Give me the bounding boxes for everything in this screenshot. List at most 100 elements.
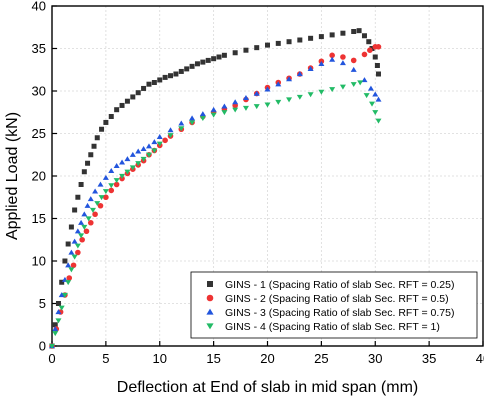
data-point (189, 63, 195, 69)
data-point (129, 165, 136, 171)
data-point (254, 45, 260, 51)
y-tick-label: 30 (32, 84, 46, 99)
data-point (350, 66, 357, 72)
data-point (99, 126, 105, 132)
data-point (367, 85, 374, 91)
data-point (83, 228, 90, 235)
x-tick-label: 20 (260, 351, 274, 366)
data-point (242, 94, 249, 100)
x-axis-title: Deflection at End of slab in mid span (m… (117, 379, 418, 396)
data-point (55, 309, 62, 315)
data-point (65, 280, 72, 286)
data-point (167, 127, 174, 133)
data-point (70, 262, 77, 269)
data-point (113, 162, 120, 168)
data-point (65, 262, 72, 268)
data-point (103, 194, 109, 201)
data-point (124, 169, 131, 175)
data-point (221, 110, 228, 116)
x-tick-label: 40 (476, 351, 484, 366)
data-point (329, 32, 335, 38)
data-point (339, 84, 346, 90)
data-point (151, 148, 158, 154)
data-point (88, 152, 94, 158)
data-point (156, 141, 163, 147)
data-point (318, 34, 324, 40)
data-point (372, 110, 379, 116)
data-point (108, 168, 115, 174)
data-point (97, 202, 104, 209)
data-point (68, 267, 75, 273)
data-point (232, 99, 239, 105)
data-point (168, 73, 174, 79)
data-point (286, 76, 293, 82)
data-point (92, 211, 98, 218)
data-point (243, 47, 249, 53)
legend-item-3: GINS - 3 (Spacing Ratio of slab Sec. RFT… (206, 307, 454, 319)
data-point (286, 97, 293, 103)
data-point (87, 219, 94, 226)
data-point (119, 159, 126, 165)
data-point (369, 101, 376, 107)
x-tick-label: 25 (314, 351, 328, 366)
data-point (296, 71, 303, 77)
data-point (78, 182, 84, 187)
data-point (372, 91, 379, 97)
data-point (78, 219, 85, 225)
data-point (92, 188, 99, 194)
data-point (72, 207, 78, 213)
data-point (65, 241, 71, 247)
data-point (232, 50, 238, 56)
data-point (189, 115, 196, 121)
y-tick-label: 5 (39, 296, 46, 311)
data-point (350, 57, 357, 64)
data-point (129, 151, 136, 157)
data-point (356, 28, 362, 34)
y-tick-label: 25 (32, 126, 46, 141)
data-point (102, 189, 109, 195)
data-point (361, 51, 368, 58)
data-point (297, 37, 303, 43)
data-point (366, 39, 372, 45)
data-point (87, 196, 94, 202)
data-point (145, 152, 152, 158)
data-point (162, 137, 168, 144)
legend-label: GINS - 4 (Spacing Ratio of slab Sec. RFT… (225, 321, 440, 333)
data-point (58, 305, 65, 311)
data-point (173, 71, 179, 77)
data-point (114, 107, 120, 113)
data-point (75, 249, 81, 256)
data-point (68, 224, 74, 230)
data-point (91, 143, 97, 149)
data-point (130, 94, 136, 100)
data-point (135, 161, 142, 167)
data-point (375, 96, 382, 102)
data-point (59, 279, 65, 285)
data-point (141, 85, 147, 91)
data-point (97, 181, 104, 187)
data-point (275, 81, 282, 87)
data-point (55, 301, 61, 306)
y-tick-label: 0 (39, 339, 46, 354)
data-point (340, 30, 346, 36)
y-tick-label: 35 (32, 41, 46, 56)
data-point (66, 275, 73, 281)
data-point (199, 116, 206, 122)
data-point (61, 292, 68, 298)
series-1 (49, 28, 381, 349)
data-point (119, 102, 125, 108)
data-point (307, 92, 314, 98)
series-markers (49, 28, 382, 349)
y-axis-title: Applied Load (kN) (4, 112, 21, 240)
data-point (49, 343, 55, 349)
data-point (94, 135, 100, 141)
data-point (329, 87, 336, 93)
data-point (372, 54, 378, 60)
data-point (184, 66, 190, 72)
data-point (81, 169, 87, 175)
y-tick-label: 15 (32, 211, 46, 226)
data-point (140, 156, 147, 162)
legend-label: GINS - 1 (Spacing Ratio of slab Sec. RFT… (225, 279, 454, 291)
data-point (367, 47, 373, 53)
legend-item-1: GINS - 1 (Spacing Ratio of slab Sec. RFT… (207, 279, 454, 291)
